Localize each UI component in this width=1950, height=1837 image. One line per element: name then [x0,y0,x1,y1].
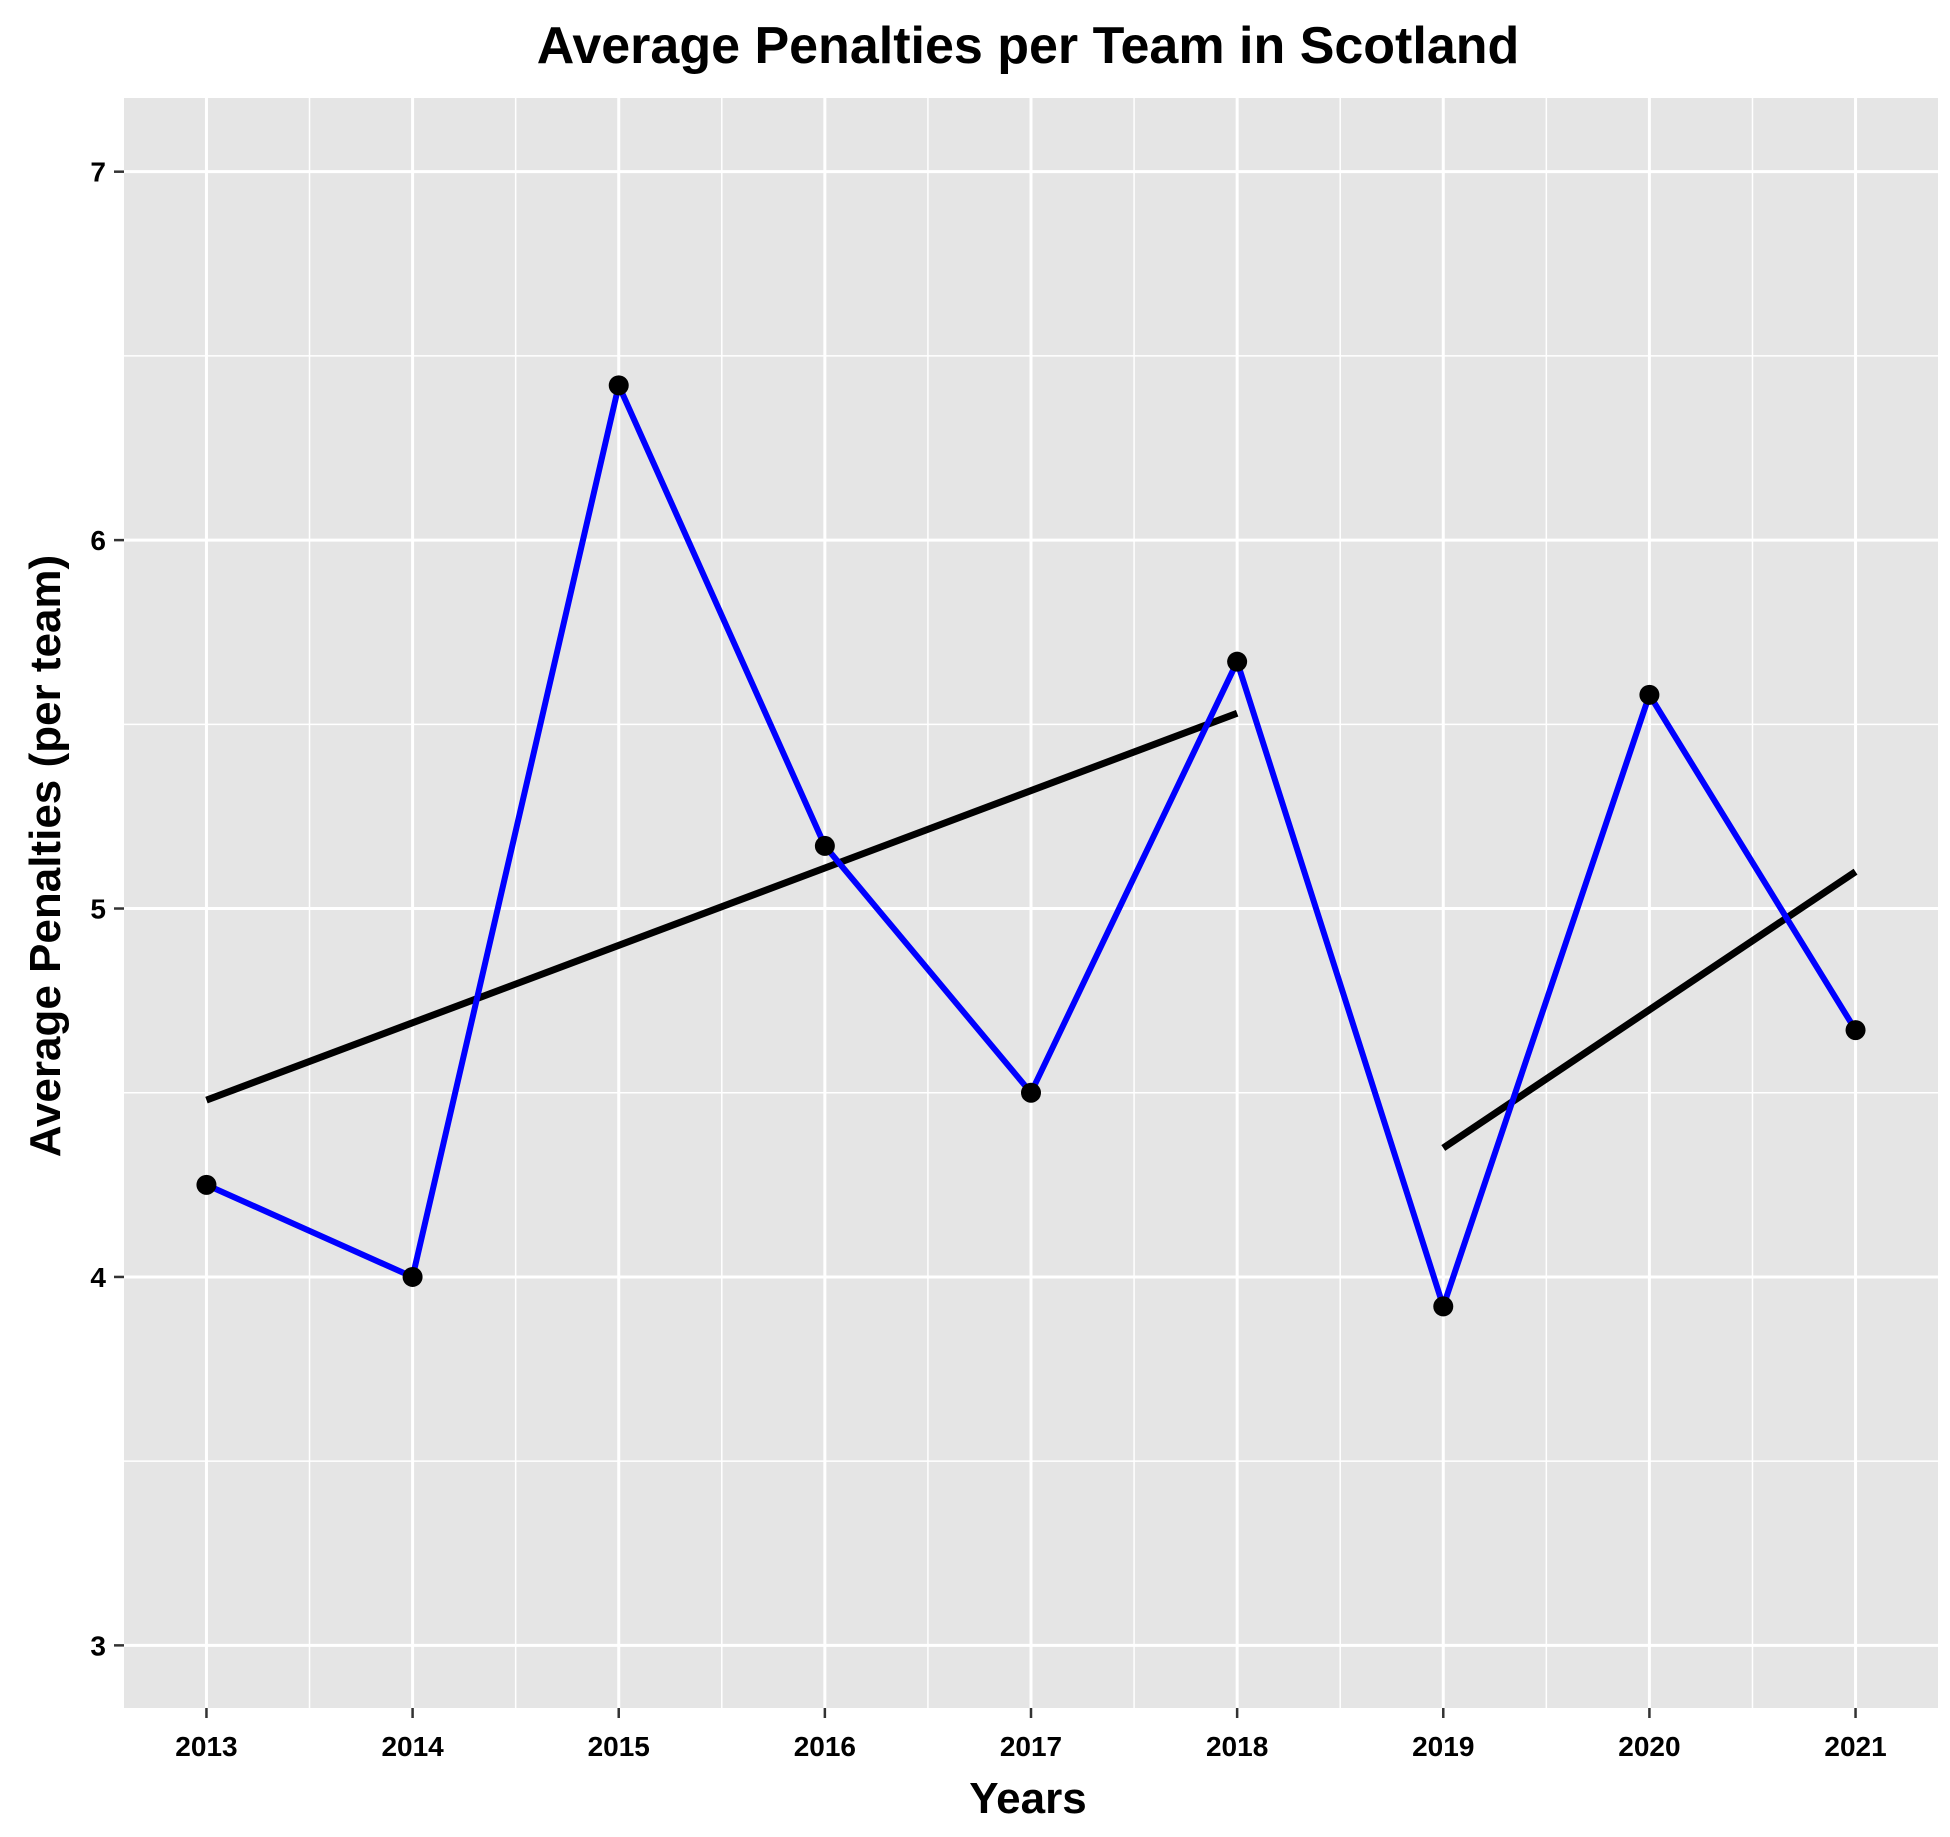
major-gridlines [124,98,1938,1708]
y-tick-label: 4 [90,1262,106,1293]
x-tick-label: 2018 [1206,1731,1268,1762]
series-line-segment [203,1181,416,1280]
x-tick-label: 2013 [175,1731,237,1762]
x-tick-label: 2016 [794,1731,856,1762]
series-line-segment [1234,658,1447,1310]
data-point [814,835,835,856]
data-point [608,375,629,396]
chart-title: Average Penalties per Team in Scotland [537,17,1520,75]
x-tick-label: 2020 [1618,1731,1680,1762]
data-point [1639,684,1660,705]
data-point [1845,1020,1866,1041]
data-points [196,375,1866,1317]
data-point [1227,651,1248,672]
y-tick-label: 7 [90,157,106,188]
trend-line [205,709,1239,1104]
y-tick-label: 5 [90,894,106,925]
y-tick-label: 6 [90,525,106,556]
y-axis: 3 4 5 6 7 [90,157,124,1661]
x-tick-label: 2017 [1000,1731,1062,1762]
series-line-segment [821,842,1034,1096]
series-line-segment [1646,691,1859,1034]
data-point [1021,1082,1041,1103]
x-tick-label: 2021 [1824,1731,1886,1762]
x-axis: 2013 2014 2015 2016 2017 2018 2019 2020 2021 [175,1708,1887,1762]
series-lines [203,382,1859,1310]
x-axis-title: Years [969,1774,1086,1823]
data-point [1433,1296,1454,1317]
data-point [402,1266,423,1287]
series-line-segment [615,382,828,849]
x-tick-label: 2019 [1412,1731,1474,1762]
y-tick-label: 3 [90,1630,106,1661]
x-tick-label: 2014 [381,1731,444,1762]
y-axis-title: Average Penalties (per team) [21,555,70,1157]
series-line-segment [1440,691,1653,1310]
series-line-segment [409,382,622,1280]
x-tick-label: 2015 [588,1731,650,1762]
series-line-segment [1028,658,1241,1096]
data-point [196,1174,217,1195]
